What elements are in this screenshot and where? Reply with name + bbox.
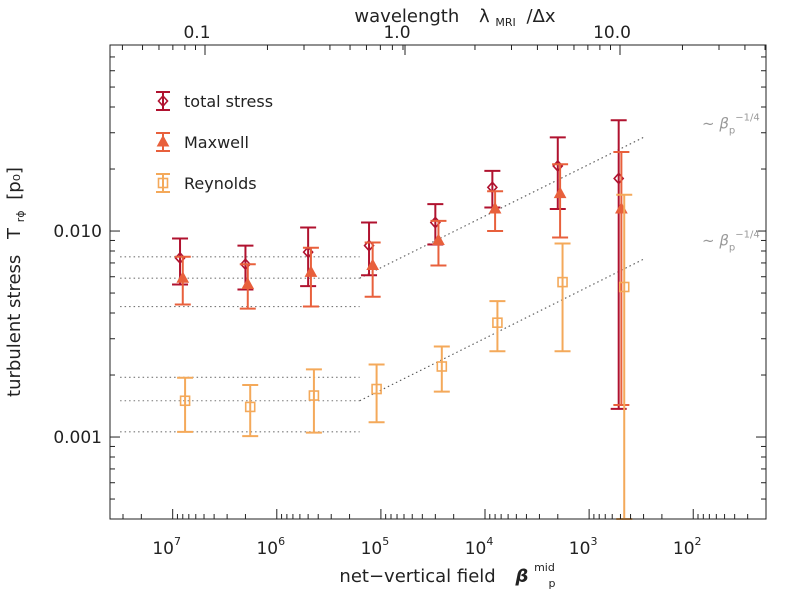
data-point [432, 233, 445, 245]
annotations: ~ βp−1/4 ~ βp−1/4 [702, 112, 760, 253]
x-tick-label: 103 [569, 535, 598, 559]
data-point [557, 276, 568, 288]
data-point [618, 281, 630, 293]
x-axis-title-sup: mid [534, 561, 555, 574]
x-axis-title-text: net−vertical field [339, 566, 495, 587]
top-tick-label: 0.1 [183, 23, 210, 43]
plot-frame [109, 44, 767, 520]
power-law-line [359, 258, 644, 402]
slope-annotation: ~ βp−1/4 [702, 230, 760, 254]
y-tick-label: 0.010 [53, 222, 102, 242]
data-point [436, 361, 448, 372]
legend-label: Maxwell [184, 133, 249, 152]
data-point [488, 201, 502, 214]
data-point [244, 401, 256, 413]
top-tick-label: 10.0 [593, 23, 631, 43]
slope-annotation: ~ βp−1/4 [702, 112, 760, 136]
axes: 107 106 105 104 103 102 0.1 1.0 10.0 0.001 0.010 [53, 23, 766, 559]
reference-lines [120, 136, 644, 433]
y-axis-title-unit: [p₀] [4, 167, 25, 200]
data-point [304, 265, 318, 277]
legend-marker [156, 134, 170, 147]
x-axis-title: net−vertical field β mid p [339, 555, 560, 590]
power-law-line [359, 136, 644, 279]
x-tick-label: 107 [152, 535, 181, 559]
y-axis-title-sub: rϕ [14, 210, 27, 222]
x-tick-label: 104 [465, 535, 494, 559]
series-reynolds [177, 193, 633, 520]
legend-label: Reynolds [184, 174, 257, 193]
top-axis-title-sub: MRI [495, 16, 515, 29]
y-tick-label: 0.001 [53, 428, 102, 448]
series-maxwell [174, 150, 630, 407]
y-axis-title-text: turbulent stress [4, 255, 25, 397]
legend: total stress Maxwell Reynolds [156, 91, 273, 193]
data-point [308, 390, 320, 401]
data-point [179, 395, 191, 407]
data-point [486, 181, 498, 194]
top-axis-title-symbol: λ [479, 6, 490, 27]
x-axis-title-sub: p [549, 577, 556, 590]
data-point [492, 317, 503, 328]
x-tick-label: 106 [256, 535, 285, 559]
legend-marker [157, 94, 169, 108]
data-point [239, 258, 252, 271]
y-axis-title-symbol: T [4, 227, 25, 240]
series-layer [172, 119, 633, 520]
data-point [553, 186, 567, 199]
data-point [176, 271, 190, 283]
data-point [371, 383, 382, 395]
x-axis-title-symbol: β [514, 566, 528, 587]
x-tick-label: 102 [673, 535, 702, 559]
data-point [241, 277, 255, 290]
y-axis-title: turbulent stress T rϕ [p₀] [4, 167, 29, 397]
data-point [366, 258, 380, 271]
top-axis-title-text: wavelength [354, 6, 459, 27]
top-tick-label: 1.0 [383, 23, 410, 43]
legend-label: total stress [184, 92, 273, 111]
top-axis-title-tail: /Δx [527, 6, 556, 27]
top-axis-title: wavelength λ MRI /Δx [354, 6, 555, 31]
x-tick-label: 105 [361, 535, 390, 559]
legend-marker [157, 177, 169, 189]
